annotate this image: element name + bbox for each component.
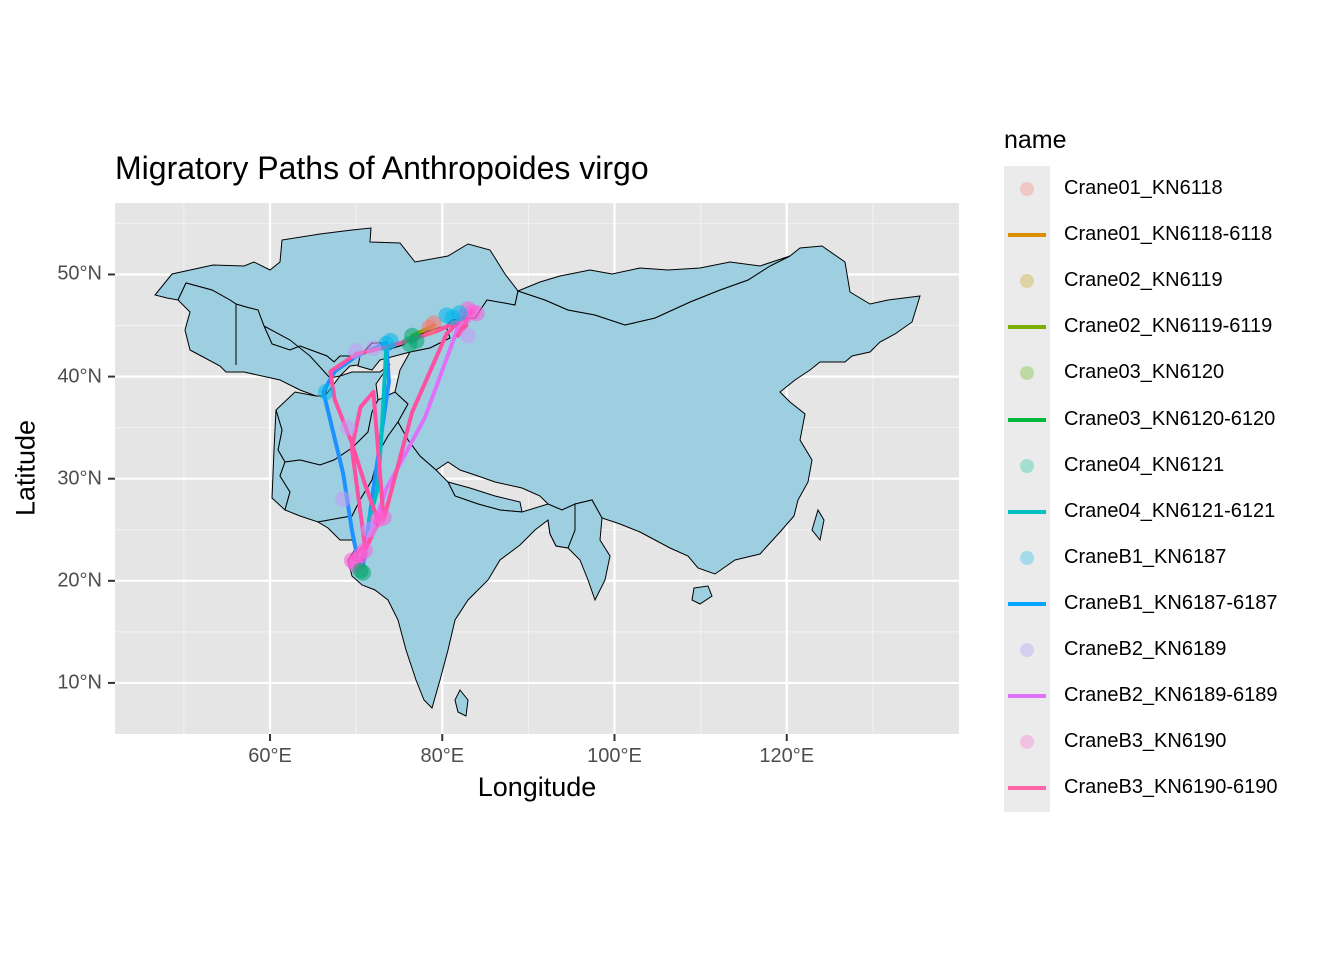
location-point	[460, 327, 477, 344]
legend-line-swatch	[1008, 786, 1046, 791]
legend-item: CraneB2_KN6189	[1004, 627, 1344, 673]
legend-line-swatch	[1008, 601, 1046, 606]
legend-item: Crane03_KN6120	[1004, 350, 1344, 396]
legend-point-swatch	[1020, 182, 1034, 196]
x-axis-label: Longitude	[477, 772, 597, 802]
legend-item: Crane01_KN6118	[1004, 166, 1344, 212]
x-tick-label: 100°E	[587, 745, 642, 767]
legend-item: CraneB2_KN6189-6189	[1004, 673, 1344, 719]
location-point	[401, 335, 418, 352]
y-tick-label: 50°N	[57, 262, 102, 285]
axis-ticks	[108, 273, 788, 741]
legend-point-swatch	[1020, 735, 1034, 750]
legend-point-swatch	[1020, 458, 1034, 473]
legend-point-key	[1004, 627, 1050, 673]
x-tick-label: 120°E	[759, 745, 815, 767]
legend-label: Crane03_KN6120-6120	[1064, 407, 1276, 430]
location-point	[382, 332, 399, 349]
legend-label: CraneB1_KN6187-6187	[1064, 591, 1278, 614]
legend-label: CraneB1_KN6187	[1064, 545, 1227, 568]
legend-point-swatch	[1020, 366, 1034, 381]
legend-point-swatch	[1020, 550, 1034, 565]
location-point	[355, 564, 372, 581]
legend-line-key	[1004, 304, 1050, 350]
legend-point-key	[1004, 350, 1050, 396]
legend-label: CraneB3_KN6190	[1064, 730, 1227, 753]
location-point	[365, 340, 382, 357]
legend-line-key	[1004, 212, 1050, 258]
location-point	[339, 419, 356, 436]
legend-line-swatch	[1008, 233, 1046, 238]
island-hainan	[691, 585, 713, 605]
legend-label: Crane02_KN6119-6119	[1064, 315, 1273, 338]
legend-line-swatch	[1008, 694, 1046, 699]
legend-line-key	[1004, 489, 1050, 535]
legend-point-key	[1004, 535, 1050, 581]
legend-item: Crane03_KN6120-6120	[1004, 397, 1344, 443]
legend-item: Crane02_KN6119	[1004, 258, 1344, 304]
location-point	[335, 491, 352, 508]
y-tick-label: 20°N	[57, 569, 102, 592]
x-tick-label: 60°E	[248, 745, 292, 767]
country-mongolia	[516, 255, 791, 326]
legend-item: CraneB3_KN6190-6190	[1004, 765, 1344, 811]
plot-title: Migratory Paths of Anthropoides virgo	[115, 150, 649, 186]
legend-line-key	[1004, 765, 1050, 811]
legend-line-key	[1004, 397, 1050, 443]
legend-line-swatch	[1008, 417, 1046, 422]
legend-line-key	[1004, 673, 1050, 719]
legend-label: CraneB2_KN6189	[1064, 638, 1227, 660]
legend-item: Crane04_KN6121	[1004, 443, 1344, 489]
y-tick-label: 40°N	[57, 365, 102, 388]
legend-item: Crane04_KN6121-6121	[1004, 489, 1344, 535]
location-point	[318, 383, 334, 400]
legend-point-key	[1004, 258, 1050, 304]
legend-line-swatch	[1008, 509, 1046, 514]
legend-item: CraneB3_KN6190	[1004, 719, 1344, 765]
legend-item: Crane02_KN6119-6119	[1004, 304, 1344, 350]
legend-label: CraneB3_KN6190-6190	[1064, 776, 1278, 799]
legend-label: CraneB2_KN6189-6189	[1064, 684, 1278, 707]
legend-label: Crane01_KN6118-6118	[1064, 223, 1273, 246]
location-point	[348, 343, 365, 360]
legend-point-key	[1004, 166, 1050, 212]
legend-line-swatch	[1008, 325, 1046, 330]
legend-title: name	[1004, 126, 1067, 154]
legend-point-key	[1004, 443, 1050, 489]
legend-item: CraneB1_KN6187	[1004, 535, 1344, 581]
location-point	[375, 509, 392, 526]
y-tick-label: 10°N	[57, 671, 102, 694]
border-uzbekistan	[235, 304, 331, 379]
y-axis-label: Latitude	[10, 419, 41, 517]
legend-point-swatch	[1020, 643, 1034, 657]
country-sri-lanka	[454, 689, 469, 717]
legend-keys-background	[1004, 166, 1050, 812]
x-tick-label: 80°E	[420, 745, 465, 767]
legend-item: Crane01_KN6118-6118	[1004, 212, 1344, 258]
location-points	[318, 301, 485, 581]
island-taiwan	[811, 508, 825, 542]
location-point	[468, 305, 485, 322]
legend-label: Crane04_KN6121-6121	[1064, 499, 1276, 522]
location-point	[451, 305, 468, 322]
y-tick-label: 30°N	[57, 467, 102, 490]
legend-point-key	[1004, 719, 1050, 765]
legend-label: Crane02_KN6119	[1064, 269, 1223, 292]
legend-label: Crane01_KN6118	[1064, 177, 1223, 199]
location-point	[361, 521, 378, 538]
legend-label: Crane04_KN6121	[1064, 453, 1225, 476]
location-point	[425, 315, 442, 332]
legend-line-key	[1004, 581, 1050, 627]
location-point	[356, 542, 373, 559]
legend-point-swatch	[1020, 274, 1034, 289]
legend-label: Crane03_KN6120	[1064, 361, 1225, 384]
legend-item: CraneB1_KN6187-6187	[1004, 581, 1344, 627]
